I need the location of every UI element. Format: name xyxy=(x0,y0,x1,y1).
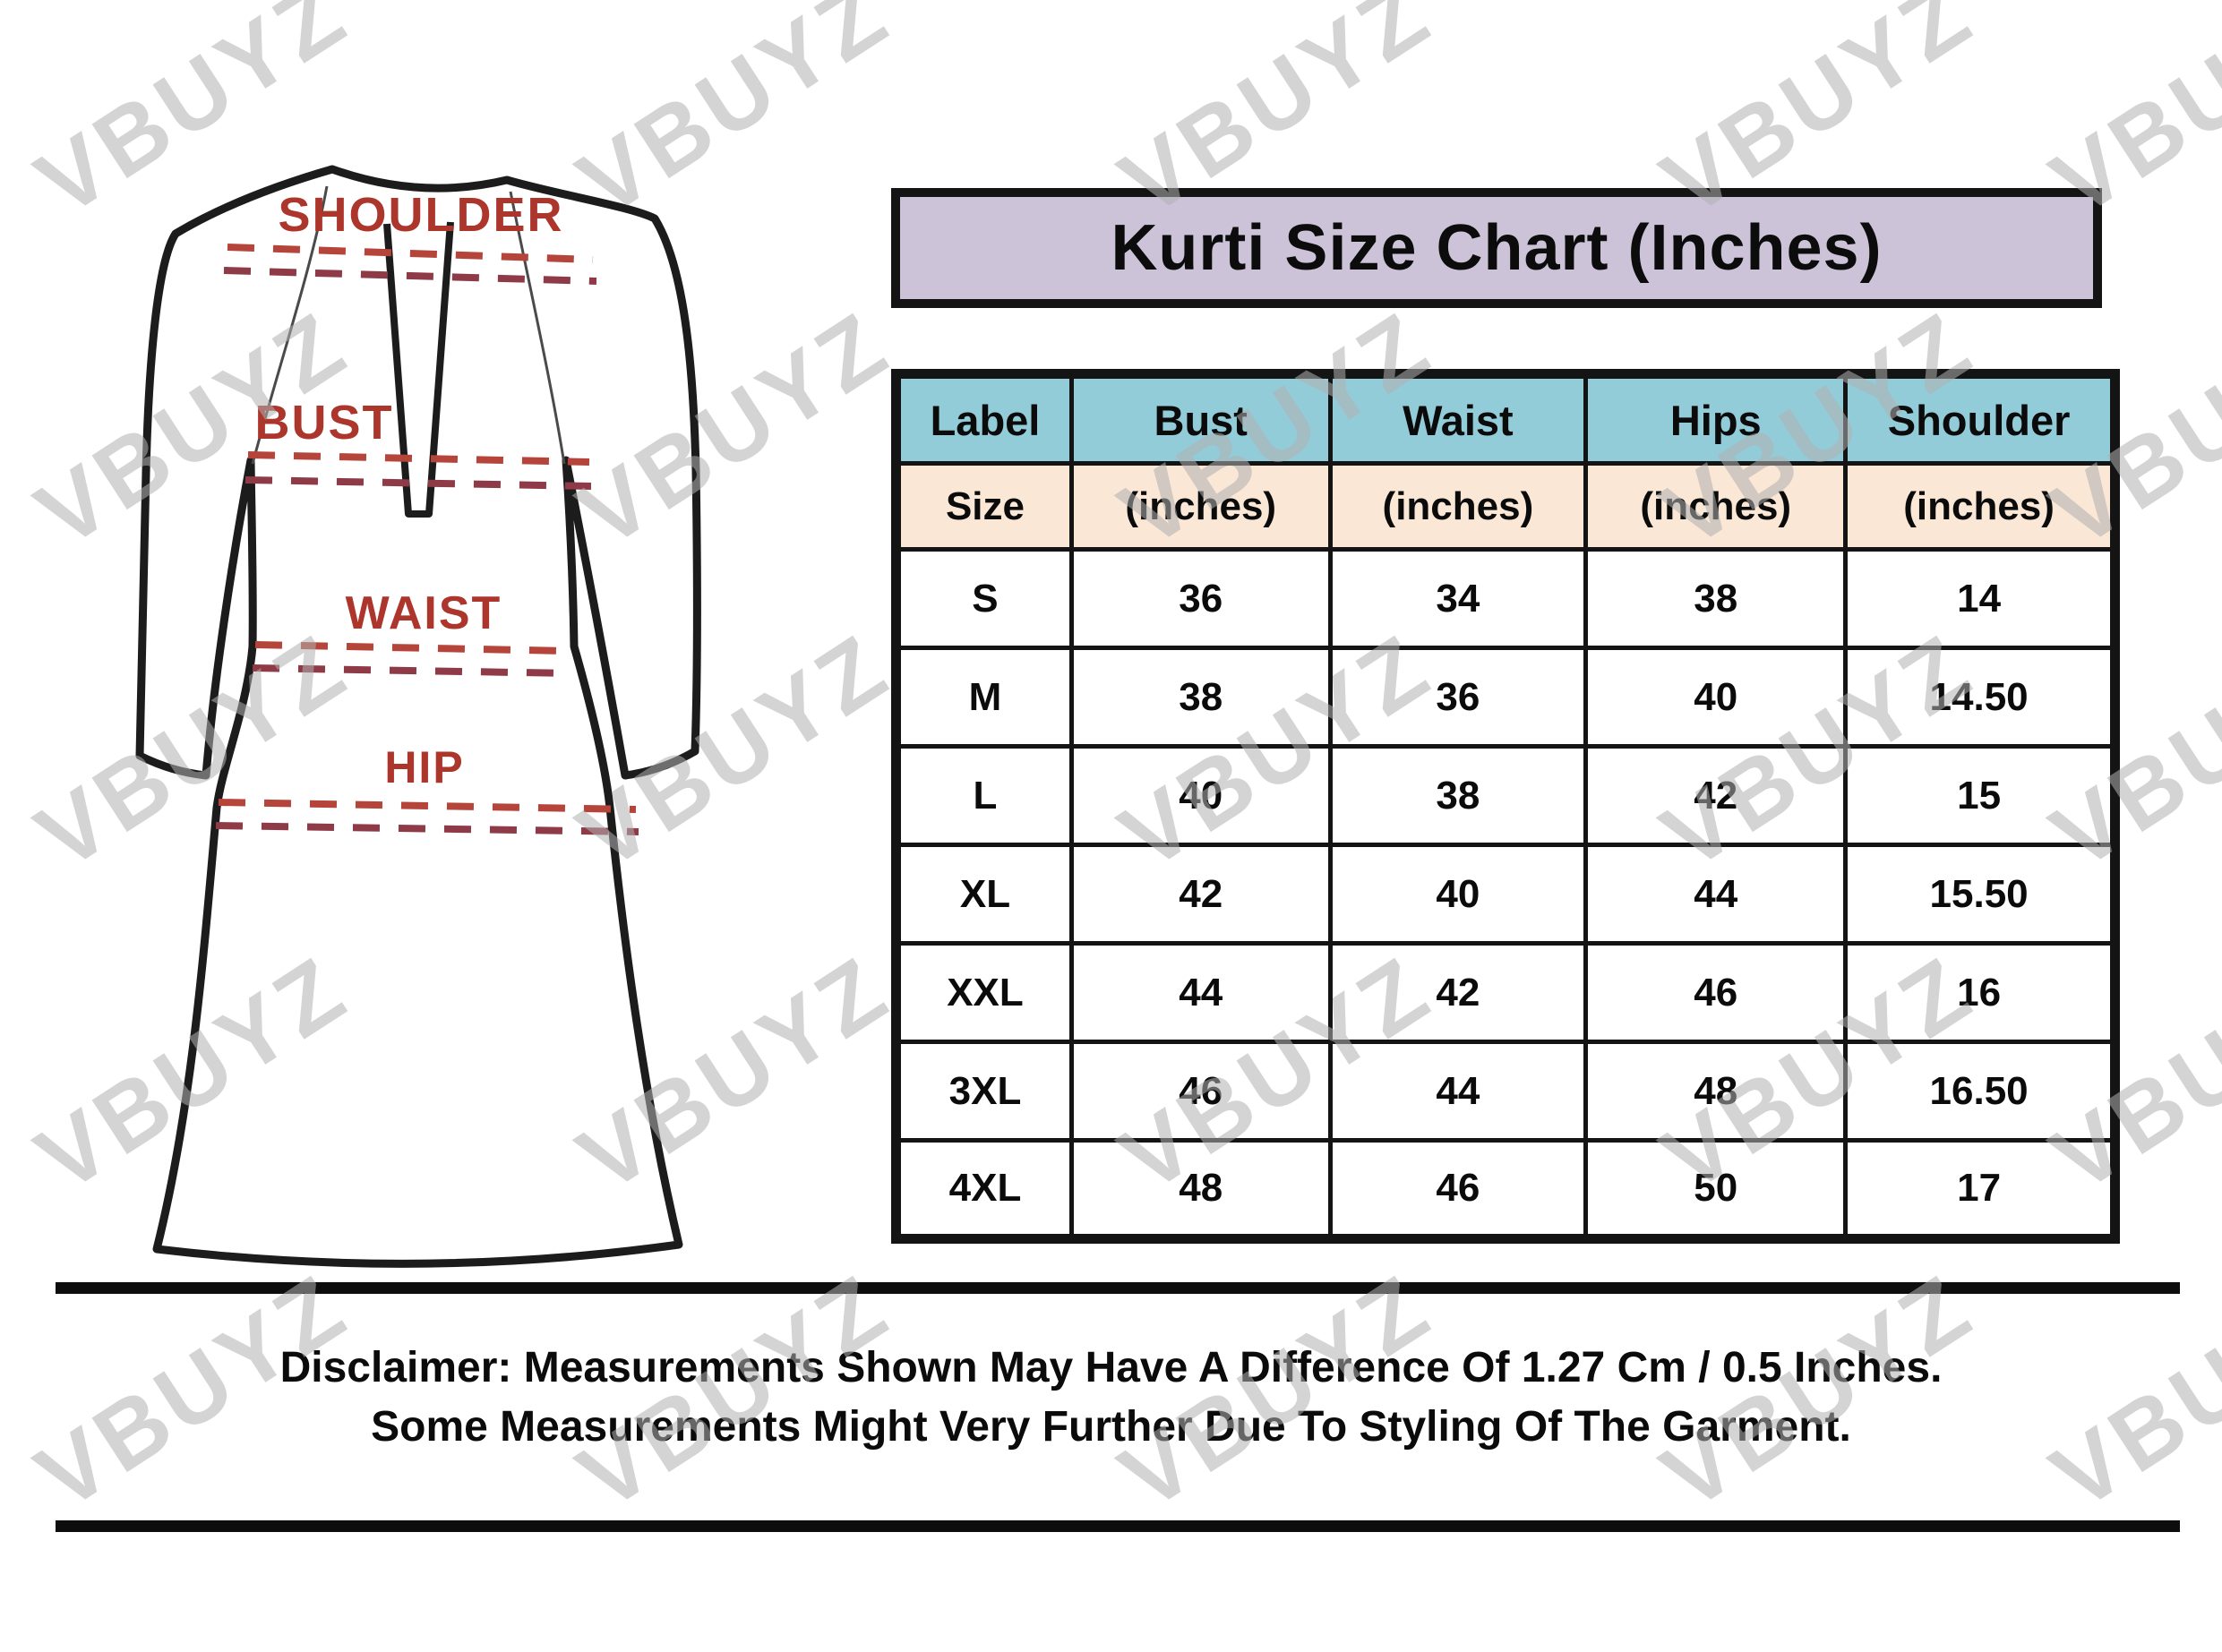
size-table: Label Bust Waist Hips Shoulder Size (inc… xyxy=(891,369,2120,1244)
cell-waist: 44 xyxy=(1327,1040,1589,1143)
cell-size: XXL xyxy=(894,941,1074,1044)
col-header-hips: Hips xyxy=(1583,372,1849,466)
cell-waist: 38 xyxy=(1327,744,1589,847)
cell-bust: 42 xyxy=(1068,843,1333,946)
cell-bust: 46 xyxy=(1068,1040,1333,1143)
table-row-m: M 38 36 40 14.50 xyxy=(894,646,2117,749)
cell-size: 3XL xyxy=(894,1040,1074,1143)
waist-dash-line xyxy=(254,641,569,655)
cell-shoulder: 16 xyxy=(1843,941,2117,1044)
cell-waist: 40 xyxy=(1327,843,1589,946)
cell-bust: 48 xyxy=(1068,1138,1333,1241)
neck-slit xyxy=(383,221,454,518)
table-row-s: S 36 34 38 14 xyxy=(894,547,2117,650)
cell-shoulder: 15.50 xyxy=(1843,843,2117,946)
cell-bust: 38 xyxy=(1068,646,1333,749)
diagram-label-bust: BUST xyxy=(255,396,394,449)
table-row-3xl: 3XL 46 44 48 16.50 xyxy=(894,1040,2117,1143)
cell-hips: 40 xyxy=(1583,646,1849,749)
divider-line-bottom xyxy=(56,1520,2180,1532)
kurti-diagram-svg: SHOULDER BUST WAIST HIP xyxy=(135,165,701,1268)
waist-dash-line-2 xyxy=(252,664,571,677)
table-subheader-row: Size (inches) (inches) (inches) (inches) xyxy=(894,461,2117,552)
col-header-shoulder: Shoulder xyxy=(1843,372,2117,466)
cell-bust: 40 xyxy=(1068,744,1333,847)
table-header-row: Label Bust Waist Hips Shoulder xyxy=(894,372,2117,466)
disclaimer-line-1: Disclaimer: Measurements Shown May Have … xyxy=(279,1344,1943,1391)
cell-waist: 42 xyxy=(1327,941,1589,1044)
subheader-bust-unit: (inches) xyxy=(1068,461,1333,552)
kurti-outline xyxy=(135,165,701,1268)
cell-waist: 34 xyxy=(1327,547,1589,650)
disclaimer-line-2: Some Measurements Might Very Further Due… xyxy=(371,1403,1851,1451)
kurti-diagram: SHOULDER BUST WAIST HIP xyxy=(72,134,770,1316)
subheader-shoulder-unit: (inches) xyxy=(1843,461,2117,552)
diagram-label-shoulder: SHOULDER xyxy=(278,188,563,242)
armhole-seam-left xyxy=(251,185,329,465)
subheader-size: Size xyxy=(894,461,1074,552)
cell-shoulder: 16.50 xyxy=(1843,1040,2117,1143)
col-header-waist: Waist xyxy=(1327,372,1589,466)
diagram-label-hip: HIP xyxy=(384,742,464,792)
cell-shoulder: 14.50 xyxy=(1843,646,2117,749)
shoulder-dash-line-2 xyxy=(223,267,597,285)
shoulder-dash-line xyxy=(227,244,594,263)
cell-bust: 44 xyxy=(1068,941,1333,1044)
cell-shoulder: 15 xyxy=(1843,744,2117,847)
chart-title-box: Kurti Size Chart (Inches) xyxy=(891,188,2102,308)
disclaimer-text: Disclaimer: Measurements Shown May Have … xyxy=(0,1339,2222,1457)
cell-hips: 42 xyxy=(1583,744,1849,847)
table-row-xxl: XXL 44 42 46 16 xyxy=(894,941,2117,1044)
col-header-bust: Bust xyxy=(1068,372,1333,466)
table-row-l: L 40 38 42 15 xyxy=(894,744,2117,847)
subheader-hips-unit: (inches) xyxy=(1583,461,1849,552)
cell-bust: 36 xyxy=(1068,547,1333,650)
hip-dash-line-2 xyxy=(215,822,639,835)
cell-hips: 38 xyxy=(1583,547,1849,650)
cell-hips: 50 xyxy=(1583,1138,1849,1241)
col-header-label: Label xyxy=(894,372,1074,466)
cell-size: XL xyxy=(894,843,1074,946)
cell-waist: 36 xyxy=(1327,646,1589,749)
bust-dash-line xyxy=(247,451,590,466)
bust-dash-line-2 xyxy=(245,476,592,490)
diagram-label-waist: WAIST xyxy=(346,587,502,639)
cell-waist: 46 xyxy=(1327,1138,1589,1241)
table-row-xl: XL 42 40 44 15.50 xyxy=(894,843,2117,946)
cell-hips: 48 xyxy=(1583,1040,1849,1143)
cell-hips: 44 xyxy=(1583,843,1849,946)
armhole-seam-right xyxy=(509,191,566,465)
cell-size: L xyxy=(894,744,1074,847)
cell-size: S xyxy=(894,547,1074,650)
cell-shoulder: 14 xyxy=(1843,547,2117,650)
cell-hips: 46 xyxy=(1583,941,1849,1044)
cell-size: 4XL xyxy=(894,1138,1074,1241)
hip-dash-line xyxy=(218,799,637,813)
table-row-4xl: 4XL 48 46 50 17 xyxy=(894,1138,2117,1241)
divider-line-top xyxy=(56,1282,2180,1294)
chart-title: Kurti Size Chart (Inches) xyxy=(1111,212,1883,284)
cell-shoulder: 17 xyxy=(1843,1138,2117,1241)
cell-size: M xyxy=(894,646,1074,749)
subheader-waist-unit: (inches) xyxy=(1327,461,1589,552)
